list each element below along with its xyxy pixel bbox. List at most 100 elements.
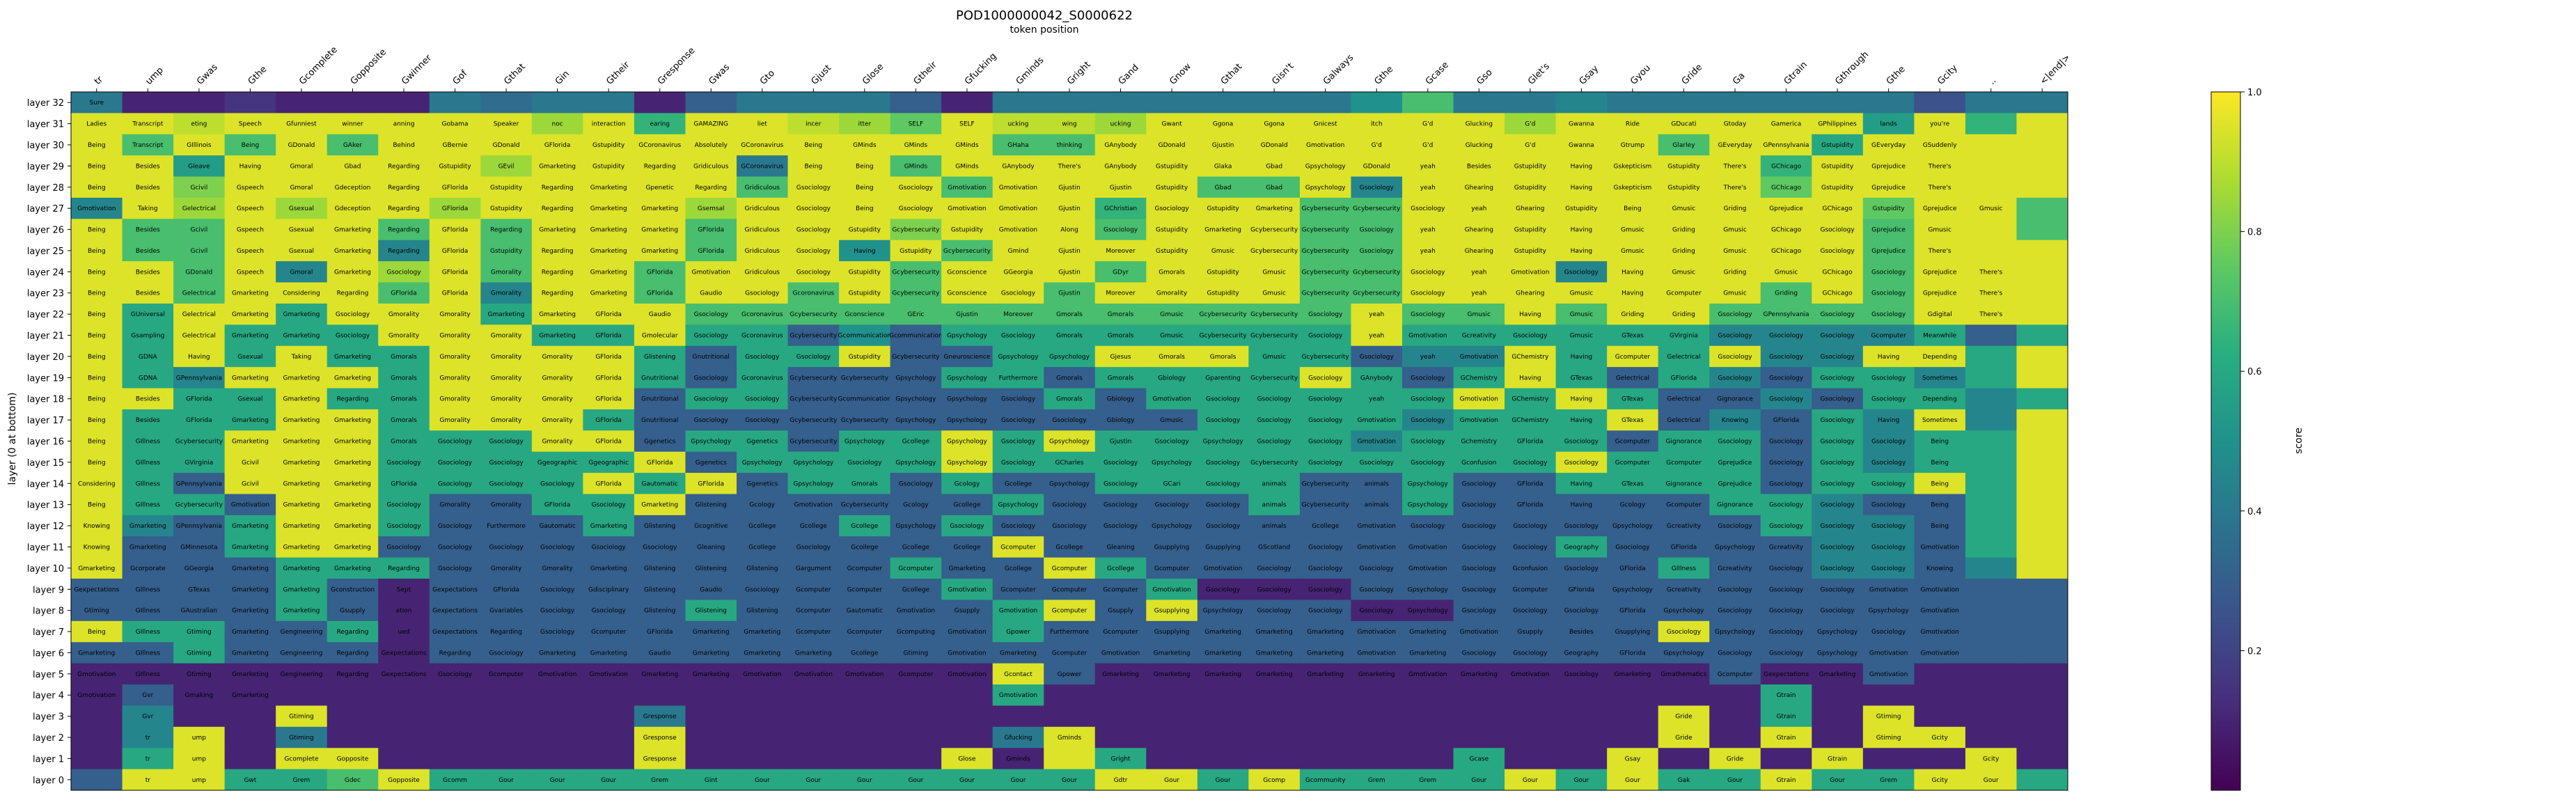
- cell-label: Gwanna: [1569, 121, 1594, 128]
- cell-label: Gstupidity: [1873, 205, 1906, 212]
- heatmap-cell: [1658, 240, 1710, 262]
- heatmap-cell: [1453, 600, 1505, 622]
- x-tick-label: Gresponse: [656, 45, 697, 86]
- heatmap-cell: [1299, 705, 1351, 728]
- cell-label: There's: [1928, 185, 1951, 191]
- cell-label: Gmotivation: [1152, 586, 1191, 593]
- heatmap-cell: [531, 134, 583, 156]
- heatmap-cell: [1812, 219, 1864, 241]
- cell-label: Gwt: [244, 777, 256, 784]
- heatmap-cell: [634, 620, 686, 643]
- heatmap-cell: [1709, 748, 1761, 770]
- cell-label: Gmotivation: [794, 502, 833, 509]
- cell-label: Gcomm: [443, 777, 467, 784]
- cell-label: Gride: [1727, 755, 1744, 762]
- cell-label: Gpsychology: [793, 480, 834, 487]
- cell-label: Gamerica: [1771, 121, 1801, 128]
- cell-label: GPennsylvania: [176, 523, 222, 530]
- heatmap-cell: [1402, 536, 1454, 558]
- cell-label: Ggona: [1213, 121, 1233, 128]
- cell-label: Gsociology: [1769, 502, 1804, 509]
- heatmap-cell: [992, 134, 1044, 156]
- cell-label: GDucati: [1671, 121, 1696, 128]
- heatmap-cell: [2016, 155, 2068, 178]
- cell-label: Gsociology: [1206, 417, 1241, 424]
- cell-label: Gsociology: [386, 269, 421, 276]
- cell-label: Gchemistry: [1461, 439, 1497, 446]
- cell-label: Gbad: [1266, 185, 1282, 191]
- heatmap-cell: [1197, 579, 1249, 600]
- cell-label: Gcomputer: [1103, 586, 1138, 593]
- heatmap-cell: [1607, 155, 1659, 178]
- heatmap-cell: [890, 769, 942, 791]
- heatmap-cell: [992, 197, 1044, 219]
- cell-label: Gsociology: [1360, 248, 1395, 255]
- heatmap-cell: [1965, 240, 2017, 262]
- heatmap-cell: [1094, 240, 1147, 262]
- cell-label: GIllness: [136, 502, 161, 509]
- heatmap-cell: [429, 620, 481, 643]
- cell-label: Being: [88, 227, 106, 234]
- heatmap-cell: [1197, 176, 1249, 198]
- cell-label: wing: [1062, 121, 1076, 128]
- cell-label: Gsociology: [336, 311, 370, 318]
- heatmap-cell: [1248, 663, 1301, 685]
- cell-label: Gsociology: [1871, 311, 1906, 318]
- heatmap-cell: [327, 324, 379, 347]
- cell-label: Having: [1571, 185, 1593, 191]
- cell-label: GAnybody: [1104, 142, 1137, 149]
- heatmap-cell: [276, 430, 328, 453]
- heatmap-cell: [1402, 430, 1454, 453]
- cell-label: Gmusic: [1160, 333, 1184, 340]
- cell-label: Gmotivation: [948, 586, 986, 593]
- cell-label: Gmarketing: [334, 502, 371, 509]
- heatmap-cell: [1555, 92, 1608, 113]
- heatmap-cell: [1914, 367, 1966, 389]
- heatmap-cell: [1453, 261, 1505, 283]
- heatmap-cell: [583, 494, 635, 516]
- heatmap-cell: [1453, 748, 1505, 770]
- heatmap-cell: [480, 536, 533, 558]
- cell-label: Gcognitive: [694, 523, 728, 530]
- heatmap-cell: [1453, 769, 1505, 791]
- heatmap-cell: [1299, 197, 1351, 219]
- heatmap-cell: [1146, 557, 1198, 579]
- heatmap-cell: [1299, 684, 1351, 706]
- heatmap-cell: [1351, 113, 1403, 135]
- heatmap-cell: [1453, 367, 1505, 389]
- cell-label: There's: [1979, 269, 2002, 276]
- heatmap-cell: [1965, 430, 2017, 453]
- cell-label: Gmotivation: [1460, 396, 1498, 403]
- cell-label: Gsociology: [1820, 586, 1855, 593]
- y-tick-label: layer 2: [33, 733, 64, 744]
- heatmap-cell: [1862, 494, 1915, 516]
- cell-label: Knowing: [1926, 565, 1953, 572]
- y-tick-label: layer 4: [33, 691, 64, 701]
- heatmap-cell: [1505, 176, 1557, 198]
- cell-label: GFlorida: [647, 269, 673, 276]
- cell-label: Gmarketing: [334, 269, 371, 276]
- cell-label: Being: [88, 163, 106, 170]
- cell-label: Sometimes: [1922, 375, 1958, 382]
- cell-label: animals: [1262, 523, 1287, 530]
- heatmap-cell: [71, 92, 123, 113]
- colorbar-tick-label: 0.8: [2247, 228, 2262, 238]
- heatmap-cell: [1505, 409, 1557, 431]
- cell-label: Gmotivation: [1920, 650, 1958, 657]
- heatmap-cell: [1351, 324, 1403, 347]
- cell-label: Gmarketing: [1256, 629, 1293, 636]
- heatmap-cell: [890, 367, 942, 389]
- cell-label: Gour: [908, 777, 923, 784]
- cell-label: Gprejudice: [1923, 290, 1957, 297]
- heatmap-cell: [1044, 303, 1096, 325]
- x-tick-label: Gyou: [1628, 63, 1653, 87]
- heatmap-cell: [1965, 515, 2017, 537]
- heatmap-cell: [1965, 536, 2017, 558]
- cell-label: Gskepticism: [1614, 185, 1652, 191]
- cell-label: Gcreativity: [1462, 333, 1497, 340]
- heatmap-cell: [1402, 282, 1454, 304]
- heatmap-cell: [224, 663, 276, 685]
- cell-label: ump: [192, 777, 206, 784]
- heatmap-cell: [583, 769, 635, 791]
- cell-label: Gmarketing: [1307, 671, 1344, 678]
